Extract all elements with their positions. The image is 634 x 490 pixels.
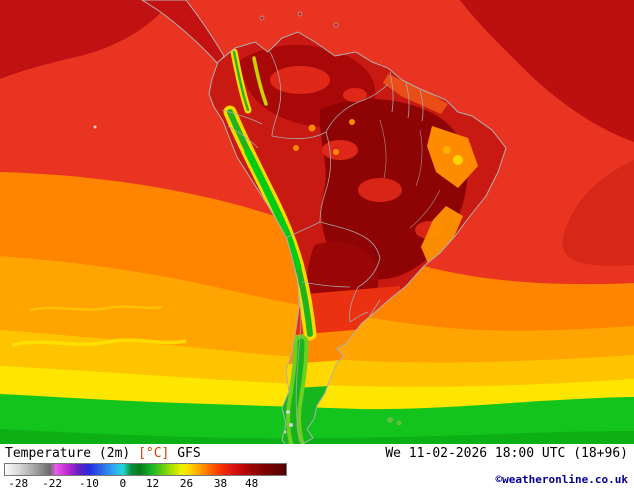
patagonia-green-core: [290, 338, 305, 444]
falkland-islands: [387, 417, 402, 426]
south-america-landmass: [208, 31, 507, 444]
orange-patch-ne-brazil: [427, 126, 478, 188]
warm-patch: [322, 140, 358, 160]
glacier-speck: [289, 423, 293, 427]
caribbean-island: [297, 11, 303, 17]
legend-tick-label: -28: [8, 477, 29, 490]
orange-speck: [349, 119, 355, 125]
state-borders: [379, 119, 441, 229]
glacier-speck: [286, 410, 290, 414]
caribbean-island: [259, 15, 265, 21]
orange-speck: [308, 124, 316, 132]
valid-time-label: We 11-02-2026 18:00 UTC (18+96): [385, 446, 628, 461]
legend-tick-label: 0: [119, 477, 127, 490]
central-america-coast: [141, 0, 225, 65]
galapagos-island: [93, 125, 97, 129]
orange-speck: [333, 149, 339, 155]
orange-speck: [293, 145, 299, 151]
legend-tick-label: -22: [42, 477, 63, 490]
legend-tick-labels: -28 -22 -10 0 12 26 38 48: [4, 477, 287, 490]
ocean-band-green: [0, 394, 634, 444]
warm-patch: [358, 178, 402, 202]
temperature-map: [0, 0, 634, 444]
orange-patch-east-coast: [421, 206, 463, 266]
parameter-unit: [°C]: [138, 446, 170, 461]
colombia-andes-branch: [252, 56, 268, 106]
orange-patch-guyanas: [383, 74, 448, 114]
ocean-band-deep-green: [0, 429, 634, 444]
legend-tick-label: 48: [245, 477, 259, 490]
ocean-dark-red-northeast: [460, 0, 634, 142]
yellow-speck: [453, 155, 463, 165]
legend-tick-label: 26: [179, 477, 194, 490]
temperature-map-canvas: [0, 0, 634, 444]
ocean-dark-red-east: [562, 160, 634, 266]
map-footer: Temperature (2m) [°C] GFS We 11-02-2026 …: [0, 444, 634, 490]
parameter-name: Temperature (2m): [5, 446, 131, 461]
temperature-legend: -28 -22 -10 0 12 26 38 48: [4, 463, 287, 490]
ocean-dark-red-northwest: [0, 0, 172, 79]
colombia-andes-green: [232, 50, 250, 112]
copyright-label: ©weatheronline.co.uk: [495, 473, 628, 486]
legend-tick-label: 12: [145, 477, 160, 490]
land-temperature-patches: [221, 44, 478, 444]
warm-patch: [343, 88, 367, 102]
continent-coastline: [208, 31, 507, 444]
country-borders: [221, 51, 424, 443]
caribbean-island: [333, 22, 339, 28]
model-name: GFS: [177, 446, 201, 461]
ocean-eddy-yellow-2: [29, 305, 163, 312]
ocean-eddy-yellow-1: [11, 338, 187, 347]
legend-tick-label: -10: [78, 477, 99, 490]
orange-speck: [443, 146, 451, 154]
central-america-landmass: [93, 0, 339, 129]
warm-patch: [270, 66, 330, 94]
andes-bright-green-segment: [244, 148, 302, 271]
legend-color-bar: [4, 463, 287, 476]
map-parameter-label: Temperature (2m) [°C] GFS: [5, 446, 201, 461]
legend-tick-label: 38: [213, 477, 228, 490]
